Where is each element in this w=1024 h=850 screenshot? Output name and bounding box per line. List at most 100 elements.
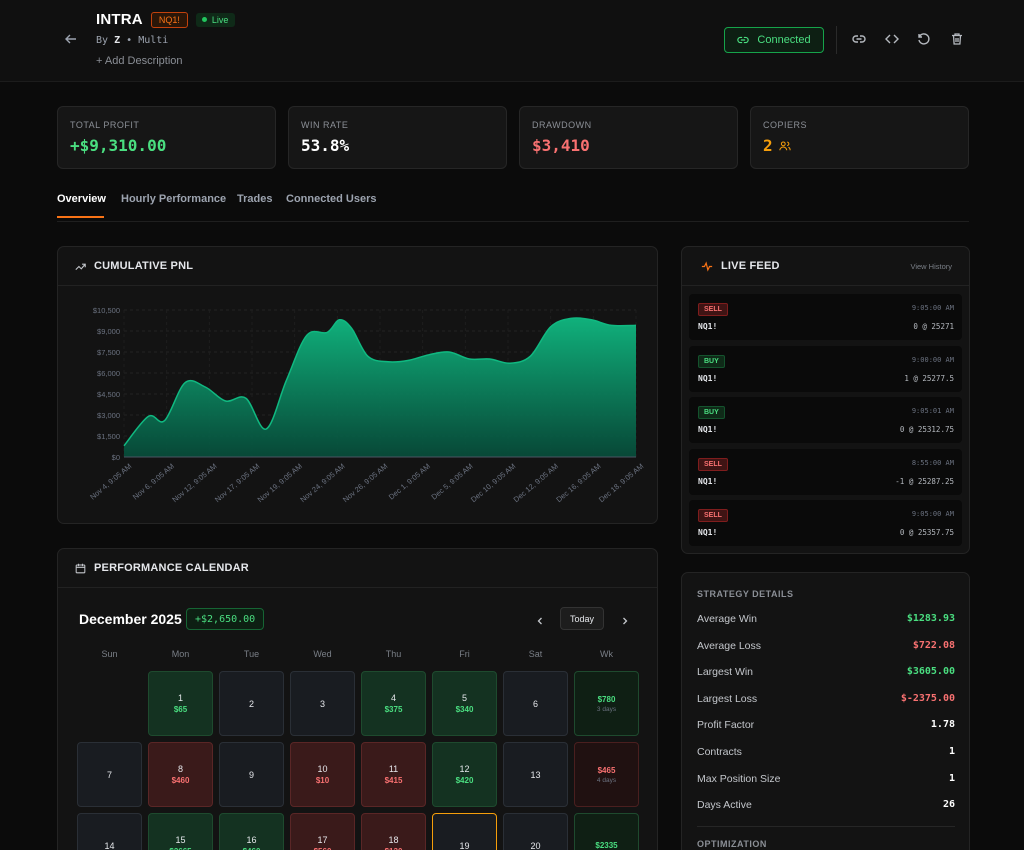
strategy-title: INTRA: [96, 11, 143, 28]
calendar-day-cell[interactable]: 6: [503, 671, 568, 736]
panel-title: LIVE FEED: [721, 260, 780, 272]
detail-value: $3605.00: [906, 666, 955, 678]
y-tick-label: $1,500: [97, 432, 120, 441]
stat-value: $3,410: [532, 136, 590, 155]
y-tick-label: $7,500: [97, 348, 120, 357]
week-total: $2335: [595, 841, 618, 850]
panel-title: PERFORMANCE CALENDAR: [94, 562, 249, 574]
tab-overview[interactable]: Overview: [57, 193, 106, 205]
stat-value-row: 2: [763, 136, 956, 155]
trade-side-badge: SELL: [698, 509, 728, 522]
live-status-badge: Live: [195, 12, 236, 27]
tab-trades[interactable]: Trades: [237, 193, 273, 205]
tab-hourly-performance[interactable]: Hourly Performance: [121, 193, 227, 205]
back-arrow-icon[interactable]: [64, 32, 78, 46]
day-number: 10: [317, 764, 328, 774]
week-summary-cell[interactable]: $780 3 days: [574, 671, 639, 736]
calendar-day-cell[interactable]: 1 $65: [148, 671, 213, 736]
calendar-day-cell[interactable]: 5 $340: [432, 671, 497, 736]
title-row: INTRA NQ1! Live: [96, 11, 236, 28]
stat-card-drawdown: DRAWDOWN $3,410: [519, 106, 738, 169]
day-number: 1: [177, 693, 183, 703]
refresh-icon[interactable]: [917, 32, 931, 46]
calendar-day-cell[interactable]: 15 $2665: [148, 813, 213, 850]
detail-label: Days Active: [697, 799, 752, 812]
view-history-link[interactable]: View History: [910, 262, 952, 271]
stat-label: WIN RATE: [301, 120, 349, 130]
trade-symbol: NQ1!: [698, 322, 718, 331]
trade-side-badge: BUY: [698, 406, 725, 419]
tab-connected-users[interactable]: Connected Users: [286, 193, 377, 205]
calendar-day-cell[interactable]: 8 $460: [148, 742, 213, 807]
calendar-day-cell[interactable]: 11 $415: [361, 742, 426, 807]
calendar-day-cell[interactable]: 12 $420: [432, 742, 497, 807]
calendar-day-cell[interactable]: 18 $130: [361, 813, 426, 850]
detail-value: 1.78: [930, 719, 955, 731]
y-tick-label: $9,000: [97, 327, 120, 336]
header-divider: [836, 26, 837, 54]
detail-value: $-2375.00: [900, 692, 955, 704]
trade-symbol: NQ1!: [698, 476, 718, 486]
trade-time: 8:55:00 AM: [911, 458, 954, 467]
feed-item[interactable]: SELL 9:05:00 AM NQ1! 0 @ 25357.75: [689, 500, 962, 546]
day-pnl: $460: [243, 847, 261, 850]
detail-label: Profit Factor: [697, 719, 755, 732]
week-total: $780: [597, 694, 616, 704]
strategy-detail-row: Average Loss $722.08: [697, 640, 955, 652]
connected-label: Connected: [757, 34, 811, 46]
calendar-day-cell[interactable]: 19: [432, 813, 497, 850]
feed-item[interactable]: BUY 9:00:00 AM NQ1! 1 @ 25277.5: [689, 345, 962, 392]
chevron-right-icon[interactable]: [620, 616, 630, 626]
feed-item[interactable]: SELL 8:55:00 AM NQ1! -1 @ 25287.25: [689, 448, 962, 495]
weekday-header: Sat: [528, 649, 543, 659]
calendar-day-cell[interactable]: 14: [77, 813, 142, 850]
link-icon: [737, 36, 750, 44]
byline-separator: •: [126, 35, 133, 46]
day-number: 18: [388, 835, 399, 845]
link-icon[interactable]: [852, 32, 866, 46]
calendar-day-cell[interactable]: 13: [503, 742, 568, 807]
account-type: Multi: [138, 35, 169, 46]
feed-item[interactable]: BUY 9:05:01 AM NQ1! 0 @ 25312.75: [689, 397, 962, 443]
detail-label: Average Loss: [697, 639, 762, 652]
stat-card-win-rate: WIN RATE 53.8%: [288, 106, 507, 169]
week-summary-cell[interactable]: $2335: [574, 813, 639, 850]
x-tick-label: Nov 26, 9:05 AM: [341, 462, 389, 505]
day-number: 9: [248, 769, 254, 780]
calendar-day-cell[interactable]: 4 $375: [361, 671, 426, 736]
x-tick-label: Nov 17, 9:05 AM: [213, 462, 261, 505]
panel-header: CUMULATIVE PNL: [58, 247, 657, 286]
calendar-day-cell[interactable]: 9: [219, 742, 284, 807]
today-button[interactable]: Today: [560, 607, 604, 630]
add-description-link[interactable]: + Add Description: [96, 55, 183, 67]
day-pnl: $415: [384, 776, 403, 785]
day-number: 19: [459, 840, 470, 850]
weekday-header: Tue: [243, 649, 260, 659]
trash-icon[interactable]: [950, 32, 964, 46]
calendar-day-cell[interactable]: 10 $10: [290, 742, 355, 807]
calendar-month: December 2025: [79, 611, 182, 627]
weekday-header: Sun: [101, 649, 118, 659]
stat-card-copiers: COPIERS 2: [750, 106, 969, 169]
calendar-day-cell[interactable]: 3: [290, 671, 355, 736]
calendar-day-cell[interactable]: 2: [219, 671, 284, 736]
stat-label: COPIERS: [763, 120, 808, 130]
chevron-left-icon[interactable]: [535, 616, 545, 626]
calendar-day-cell[interactable]: 17 $560: [290, 813, 355, 850]
feed-item[interactable]: SELL 9:05:00 AM NQ1! 0 @ 25271: [689, 294, 962, 340]
code-icon[interactable]: [885, 32, 899, 46]
detail-label: Contracts: [697, 746, 742, 758]
connected-button[interactable]: Connected: [724, 27, 824, 53]
detail-label: Largest Win: [697, 666, 754, 679]
calendar-day-cell[interactable]: 7: [77, 742, 142, 807]
strategy-detail-row: Contracts 1: [697, 746, 955, 758]
calendar-day-cell[interactable]: 20: [503, 813, 568, 850]
live-dot-icon: [201, 17, 207, 22]
users-icon: [778, 140, 791, 150]
x-tick-label: Nov 6, 9:05 AM: [131, 462, 176, 502]
stat-value: 53.8%: [301, 136, 350, 155]
week-summary-cell[interactable]: $465 4 days: [574, 742, 639, 807]
calendar-day-cell[interactable]: 16 $460: [219, 813, 284, 850]
day-number: 11: [388, 764, 399, 774]
stat-value: 2: [763, 136, 773, 155]
